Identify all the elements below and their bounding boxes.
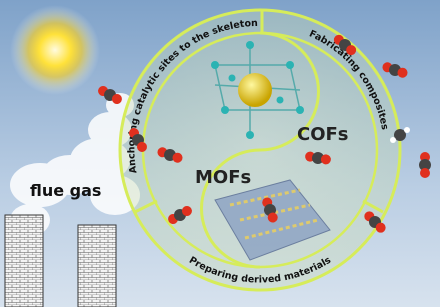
- chimney: [5, 215, 43, 307]
- smoke-label: flue gas: [30, 181, 101, 200]
- sun: [10, 5, 100, 95]
- chimney: [78, 225, 116, 307]
- center-label: COFs: [297, 124, 349, 145]
- center-label: MOFs: [195, 167, 251, 188]
- illustration: flue gas MOFs COFs Anchoring catalytic s…: [0, 0, 440, 307]
